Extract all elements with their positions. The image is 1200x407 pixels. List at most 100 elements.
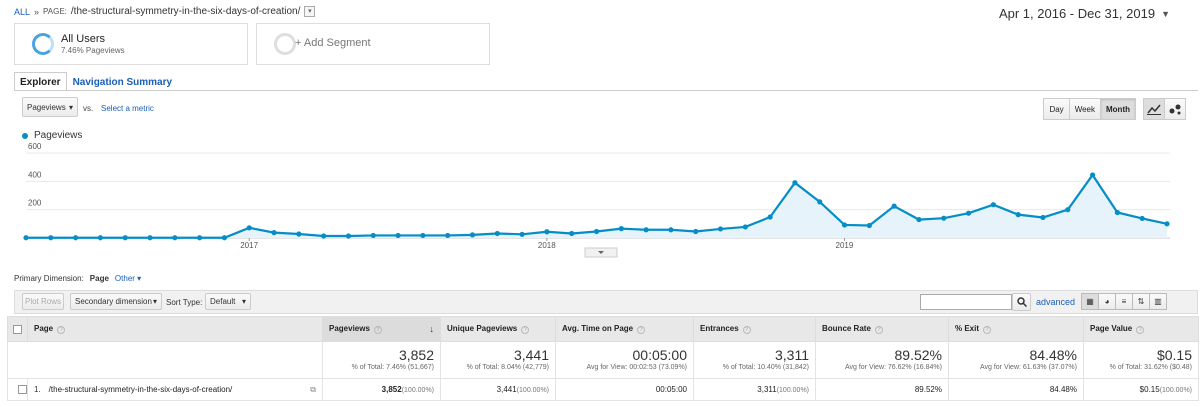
- cell-percent: (100.00%): [516, 387, 549, 394]
- breadcrumb-page-label: PAGE:: [43, 7, 67, 16]
- pageviews-cell: 3,852(100.00%): [322, 378, 441, 401]
- data-point: [891, 203, 897, 209]
- help-icon[interactable]: ?: [521, 326, 530, 334]
- total-entrances: 3,311% of Total: 10.40% (31,842): [693, 341, 816, 379]
- column-header-avg-time[interactable]: Avg. Time on Page?: [555, 316, 694, 342]
- column-header-page[interactable]: Page?: [27, 316, 323, 342]
- total-subtext: Avg for View: 61.63% (37.07%): [979, 364, 1077, 371]
- tab-navigation-summary[interactable]: Navigation Summary: [72, 77, 173, 88]
- performance-view-icon[interactable]: ≡: [1115, 293, 1133, 310]
- total-subtext: Avg for View: 00:02:53 (73.09%): [586, 364, 687, 371]
- segment-title: All Users: [61, 33, 106, 45]
- comparison-view-icon[interactable]: ⇅: [1132, 293, 1150, 310]
- help-icon[interactable]: ?: [637, 326, 646, 334]
- column-header-label: Unique Pageviews: [447, 324, 518, 333]
- period-day-button[interactable]: Day: [1043, 98, 1070, 120]
- total-avg-time: 00:05:00 Avg for View: 00:02:53 (73.09%): [555, 341, 694, 379]
- primary-dimension-value[interactable]: Page: [89, 274, 109, 283]
- help-icon[interactable]: ?: [1136, 326, 1145, 334]
- data-point: [73, 235, 79, 241]
- help-icon[interactable]: ?: [373, 326, 382, 334]
- search-button[interactable]: [1012, 293, 1031, 311]
- data-point: [668, 227, 674, 233]
- total-value: 3,852: [398, 347, 434, 363]
- segment-subtitle: 7.46% Pageviews: [61, 46, 125, 55]
- total-subtext: % of Total: 10.40% (31,842): [722, 364, 809, 371]
- column-header-bounce-rate[interactable]: Bounce Rate?: [815, 316, 949, 342]
- total-value: 00:05:00: [632, 347, 688, 363]
- total-subtext: % of Total: 7.46% (51,667): [351, 364, 434, 371]
- total-page-value: $0.15% of Total: 31.62% ($0.48): [1083, 341, 1199, 379]
- date-range-picker[interactable]: Apr 1, 2016 - Dec 31, 2019 ▼: [999, 6, 1170, 21]
- column-header-entrances[interactable]: Entrances?: [693, 316, 816, 342]
- period-toggle: Day Week Month: [1043, 98, 1136, 120]
- entrances-cell: 3,311(100.00%): [693, 378, 816, 401]
- table-search-input[interactable]: [920, 294, 1012, 310]
- table-row: 1. /the-structural-symmetry-in-the-six-da…: [7, 378, 1199, 401]
- data-point: [420, 232, 426, 239]
- legend-dot-icon: [22, 132, 28, 139]
- cell-percent: (100.00%): [401, 387, 434, 394]
- data-point: [767, 214, 773, 220]
- help-icon[interactable]: ?: [742, 326, 751, 334]
- total-bounce-rate: 89.52% Avg for View: 76.62% (16.84%): [815, 341, 949, 379]
- total-exit: 84.48% Avg for View: 61.63% (37.07%): [948, 341, 1084, 379]
- motion-chart-icon[interactable]: [1164, 98, 1186, 120]
- report-tabs: Explorer Navigation Summary: [14, 72, 178, 91]
- plot-rows-button[interactable]: Plot Rows: [22, 293, 64, 310]
- segment-ring-icon: [32, 33, 54, 55]
- secondary-dimension-select[interactable]: Secondary dimension ▾: [70, 293, 162, 310]
- select-all-checkbox[interactable]: [7, 316, 28, 342]
- data-point: [370, 232, 376, 239]
- period-month-button[interactable]: Month: [1100, 98, 1136, 120]
- totals-label-cell: [7, 341, 323, 379]
- data-point: [197, 235, 203, 241]
- report-table: Page? Pageviews? ↓ Unique Pageviews? Avg.…: [7, 316, 1199, 401]
- help-icon[interactable]: ?: [874, 326, 883, 334]
- page-cell: 1. /the-structural-symmetry-in-the-six-da…: [27, 378, 323, 401]
- page-path-link[interactable]: /the-structural-symmetry-in-the-six-days…: [48, 384, 233, 394]
- row-checkbox[interactable]: [7, 378, 28, 401]
- column-header-unique-pageviews[interactable]: Unique Pageviews?: [440, 316, 556, 342]
- help-icon[interactable]: ?: [57, 326, 66, 334]
- breadcrumb-dropdown-icon[interactable]: ▾: [304, 6, 316, 17]
- column-header-page-value[interactable]: Page Value?: [1083, 316, 1199, 342]
- pie-view-icon[interactable]: ◕: [1098, 293, 1116, 310]
- cell-value: 3,441: [496, 385, 517, 394]
- chevron-down-icon: ▾: [241, 297, 246, 306]
- column-header-exit[interactable]: % Exit?: [948, 316, 1084, 342]
- x-tick-label: 2019: [836, 241, 854, 250]
- select-metric-link[interactable]: Select a metric: [101, 104, 154, 113]
- pivot-view-icon[interactable]: ▥: [1149, 293, 1167, 310]
- period-week-button[interactable]: Week: [1068, 98, 1101, 120]
- column-header-label: Page Value: [1090, 324, 1133, 333]
- x-tick-label: 2018: [538, 241, 556, 250]
- tab-explorer[interactable]: Explorer: [14, 72, 67, 91]
- help-icon[interactable]: ?: [983, 326, 992, 334]
- column-header-label: Entrances: [700, 324, 739, 333]
- segment-all-users[interactable]: All Users 7.46% Pageviews: [14, 23, 248, 65]
- line-chart-icon[interactable]: [1143, 98, 1165, 120]
- cell-percent: (100.00%): [1159, 387, 1192, 394]
- data-point: [321, 233, 327, 239]
- data-point: [643, 227, 649, 233]
- data-point: [296, 231, 302, 237]
- metric-select[interactable]: Pageviews ▾: [22, 97, 78, 117]
- column-header-pageviews[interactable]: Pageviews? ↓: [322, 316, 441, 342]
- exit-cell: 84.48%: [948, 378, 1084, 401]
- metric-select-value: Pageviews: [27, 102, 66, 112]
- primary-dimension-other[interactable]: Other ▾: [114, 274, 142, 283]
- open-page-icon[interactable]: ⧉: [310, 384, 316, 394]
- breadcrumb-separator: »: [34, 6, 40, 17]
- advanced-filter-link[interactable]: advanced: [1036, 297, 1076, 307]
- sort-type-select[interactable]: Default ▾: [205, 293, 251, 310]
- data-point: [172, 235, 178, 241]
- column-header-label: Avg. Time on Page: [562, 324, 634, 333]
- data-table-view-icon[interactable]: ▦: [1081, 293, 1099, 310]
- add-segment-button[interactable]: + Add Segment: [256, 23, 490, 65]
- breadcrumb-all-link[interactable]: ALL: [14, 6, 31, 17]
- data-point: [97, 235, 104, 241]
- unique-pageviews-cell: 3,441(100.00%): [440, 378, 556, 401]
- data-point: [544, 229, 550, 235]
- data-point: [618, 226, 624, 232]
